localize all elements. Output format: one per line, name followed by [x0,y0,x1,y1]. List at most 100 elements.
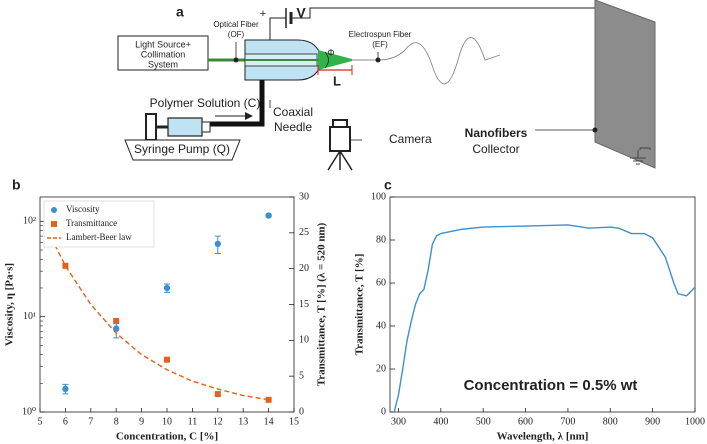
y-tick-label: 80 [376,234,386,245]
angle-arc [324,51,329,69]
point [214,391,221,398]
diagram-label: Coaxial [273,105,313,119]
y2-tick-label: 10 [299,335,309,346]
diagram-label: Light Source+ [135,39,191,49]
diagram-label: Camera [389,132,432,146]
y-tick-label: 20 [376,363,386,374]
y-axis-label: Transmittance, T [%] [354,254,366,356]
x-tick-label: 13 [238,416,248,427]
x-tick-label: 11 [188,416,198,427]
x-tick-label: 14 [264,416,274,427]
y2-tick-label: 30 [299,191,309,202]
point [163,284,171,292]
camera-body [329,126,351,152]
x-tick-label: 8 [114,416,119,427]
diagram-label: Syringe Pump (Q) [134,142,230,156]
point [214,240,221,248]
legend-label: Viscosity [66,204,100,214]
legend-label: Lambert-Beer law [66,232,132,242]
x-tick-label: 600 [518,416,533,427]
plot-frame [389,196,696,413]
y2-tick-label: 5 [299,370,304,381]
y2-tick-label: 25 [299,227,309,238]
panel-label: a [176,4,184,20]
point [164,356,170,363]
x-tick-label: 15 [289,416,299,427]
point [113,325,120,332]
x-tick-label: 700 [560,416,575,427]
diagram-label: Polymer Solution (C) [150,96,261,110]
point [62,262,69,269]
y-axis-label: Viscosity, η [Pa·s] [4,263,16,346]
feed-tube [210,80,265,127]
panel-label: c [384,177,392,193]
schematic: a Optical Fiber(OF) Light Source+Collimati… [117,0,656,171]
pointer-dot [592,127,598,133]
diagram-label: Needle [274,120,312,134]
camera-tripod [327,150,353,171]
point [265,212,272,219]
y2-tick-label: 0 [299,406,304,417]
legend-label: Transmittance [66,218,117,228]
x-axis-label: Wavelength, λ [nm] [497,431,589,443]
x-tick-label: 5 [38,416,43,427]
taylor-cone [318,50,352,70]
x-tick-label: 9 [139,416,144,427]
x-tick-label: 300 [391,416,406,427]
diagram-label: Collimation [141,49,186,59]
pointer-dot [233,57,239,63]
diagram-label: System [148,59,178,69]
plunger-head [145,113,157,141]
diagram-label: Φ [327,47,334,57]
diagram-label: Electrospun Fiber [349,30,412,39]
legend-marker [51,207,57,213]
point [62,385,69,393]
x-tick-label: 10 [162,416,172,427]
legend-marker [51,221,57,227]
pump-base [124,139,241,161]
panel-label: b [12,177,21,193]
syringe-barrel [167,117,203,137]
y2-tick-label: 15 [299,299,309,310]
light-source-box [117,35,209,71]
line-series [393,224,696,413]
y2-tick-label: 20 [299,263,309,274]
x-tick-label: 12 [213,416,223,427]
y-tick-label: 100 [371,191,386,202]
diagram-label: Optical Fiber [213,20,259,29]
x-axis-label: Concentration, C [%] [116,431,218,443]
y-tick-label: 60 [376,277,386,288]
y-tick-label: 10⁰ [22,406,36,417]
x-tick-label: 900 [645,416,660,427]
y-tick-label: 10² [23,216,36,227]
flow-arrowhead [245,112,253,120]
wire [269,17,286,40]
diagram-label: Nanofibers [465,126,528,140]
electrospun-fiber [352,37,501,85]
x-tick-label: 7 [88,416,93,427]
diagram-label: (EF) [372,40,388,49]
x-tick-label: 6 [63,416,68,427]
line-series [46,230,269,401]
x-tick-label: 500 [476,416,491,427]
y-tick-label: 10¹ [23,311,36,322]
point [265,396,272,403]
x-tick-label: 400 [433,416,448,427]
diagram-label: + [260,8,266,20]
y2-axis-label: Transmittance, T [%] (λ = 520 nm) [316,222,328,386]
y-tick-label: 40 [376,320,386,331]
diagram-label: L [333,73,341,88]
syringe-tip [201,121,211,133]
point [113,317,120,324]
diagram-label: Collector [472,142,519,156]
legend-box [43,200,155,248]
wire [291,7,601,25]
x-tick-label: 1000 [685,416,705,427]
camera-lens [332,119,348,128]
pointer-dot [375,57,381,63]
collector [594,0,656,169]
diagram-label: V [296,5,306,21]
annotation: Concentration = 0.5% wt [464,377,638,394]
y-tick-label: 0 [381,406,386,417]
